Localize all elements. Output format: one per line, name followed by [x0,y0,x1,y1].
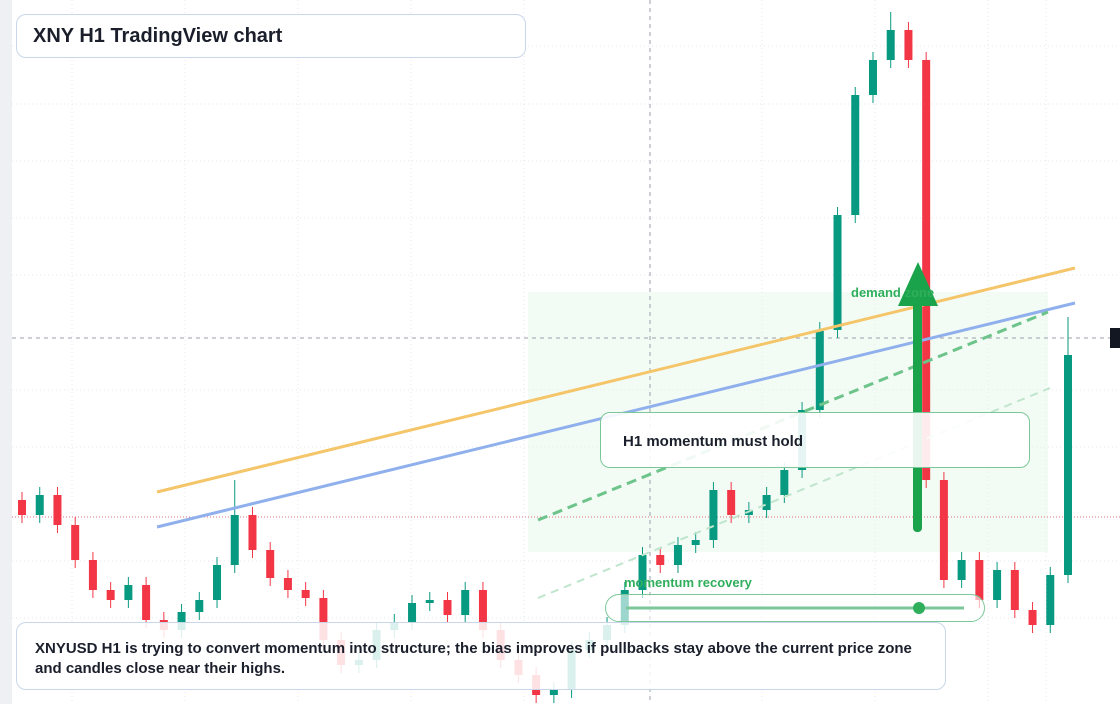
title: XNY H1 TradingView chart [33,25,283,47]
candle-body [106,590,115,600]
candle-body [88,560,97,590]
candle-body [124,585,133,600]
candle-body [266,550,275,578]
candle-body [886,30,895,60]
candle-body [975,560,984,600]
candle-body [762,495,771,510]
recovery-slider [626,602,964,614]
candle-body [195,600,204,612]
candle-body [957,560,966,580]
recovery-label: momentum recovery [624,575,752,590]
slider-knob [913,602,925,614]
recovery-box [605,594,985,622]
candle-body [71,525,80,560]
candle-body [851,95,860,215]
callout-text: H1 momentum must hold [623,433,804,450]
candle-body [283,578,292,590]
candle-body [1046,575,1055,625]
candle-body [18,500,26,515]
caption-box: XNYUSD H1 is trying to convert momentum … [16,622,946,690]
candle-body [408,603,417,622]
candle-body [638,555,647,590]
candle-body [230,515,239,565]
candle-body [815,330,824,410]
candle-body [993,570,1002,600]
candle-body [177,612,186,630]
candle-body [868,60,877,95]
candle-body [35,495,44,515]
title-box: XNY H1 TradingView chart [16,14,526,58]
candle-body [656,555,665,565]
candle-body [301,590,310,598]
candle-body [1028,610,1037,625]
candle-body [709,490,718,540]
candle-body [142,585,151,620]
candle-body [53,495,62,525]
candle-body [727,490,736,515]
candle-body [248,515,257,550]
candle-body [425,600,434,603]
candle-body [1064,355,1072,575]
candle-body [1010,570,1019,610]
candle-body [213,565,222,600]
candle-body [904,30,913,60]
candle-body [319,598,328,640]
candle-body [939,480,948,580]
candle-body [461,590,470,615]
caption: XNYUSD H1 is trying to convert momentum … [35,640,912,677]
candle-body [922,60,931,480]
candle-body [833,215,842,330]
demand-zone-label: demand zone [851,285,935,300]
candle-body [478,590,487,630]
candle-body [780,470,789,495]
price-marker [1110,328,1120,348]
arrow-head [898,262,938,306]
candle-body [549,690,558,695]
candle-body [443,600,452,615]
left-edge [0,0,12,704]
callout: H1 momentum must hold [600,412,1030,468]
candle-body [691,540,700,545]
candle-body [673,545,682,565]
